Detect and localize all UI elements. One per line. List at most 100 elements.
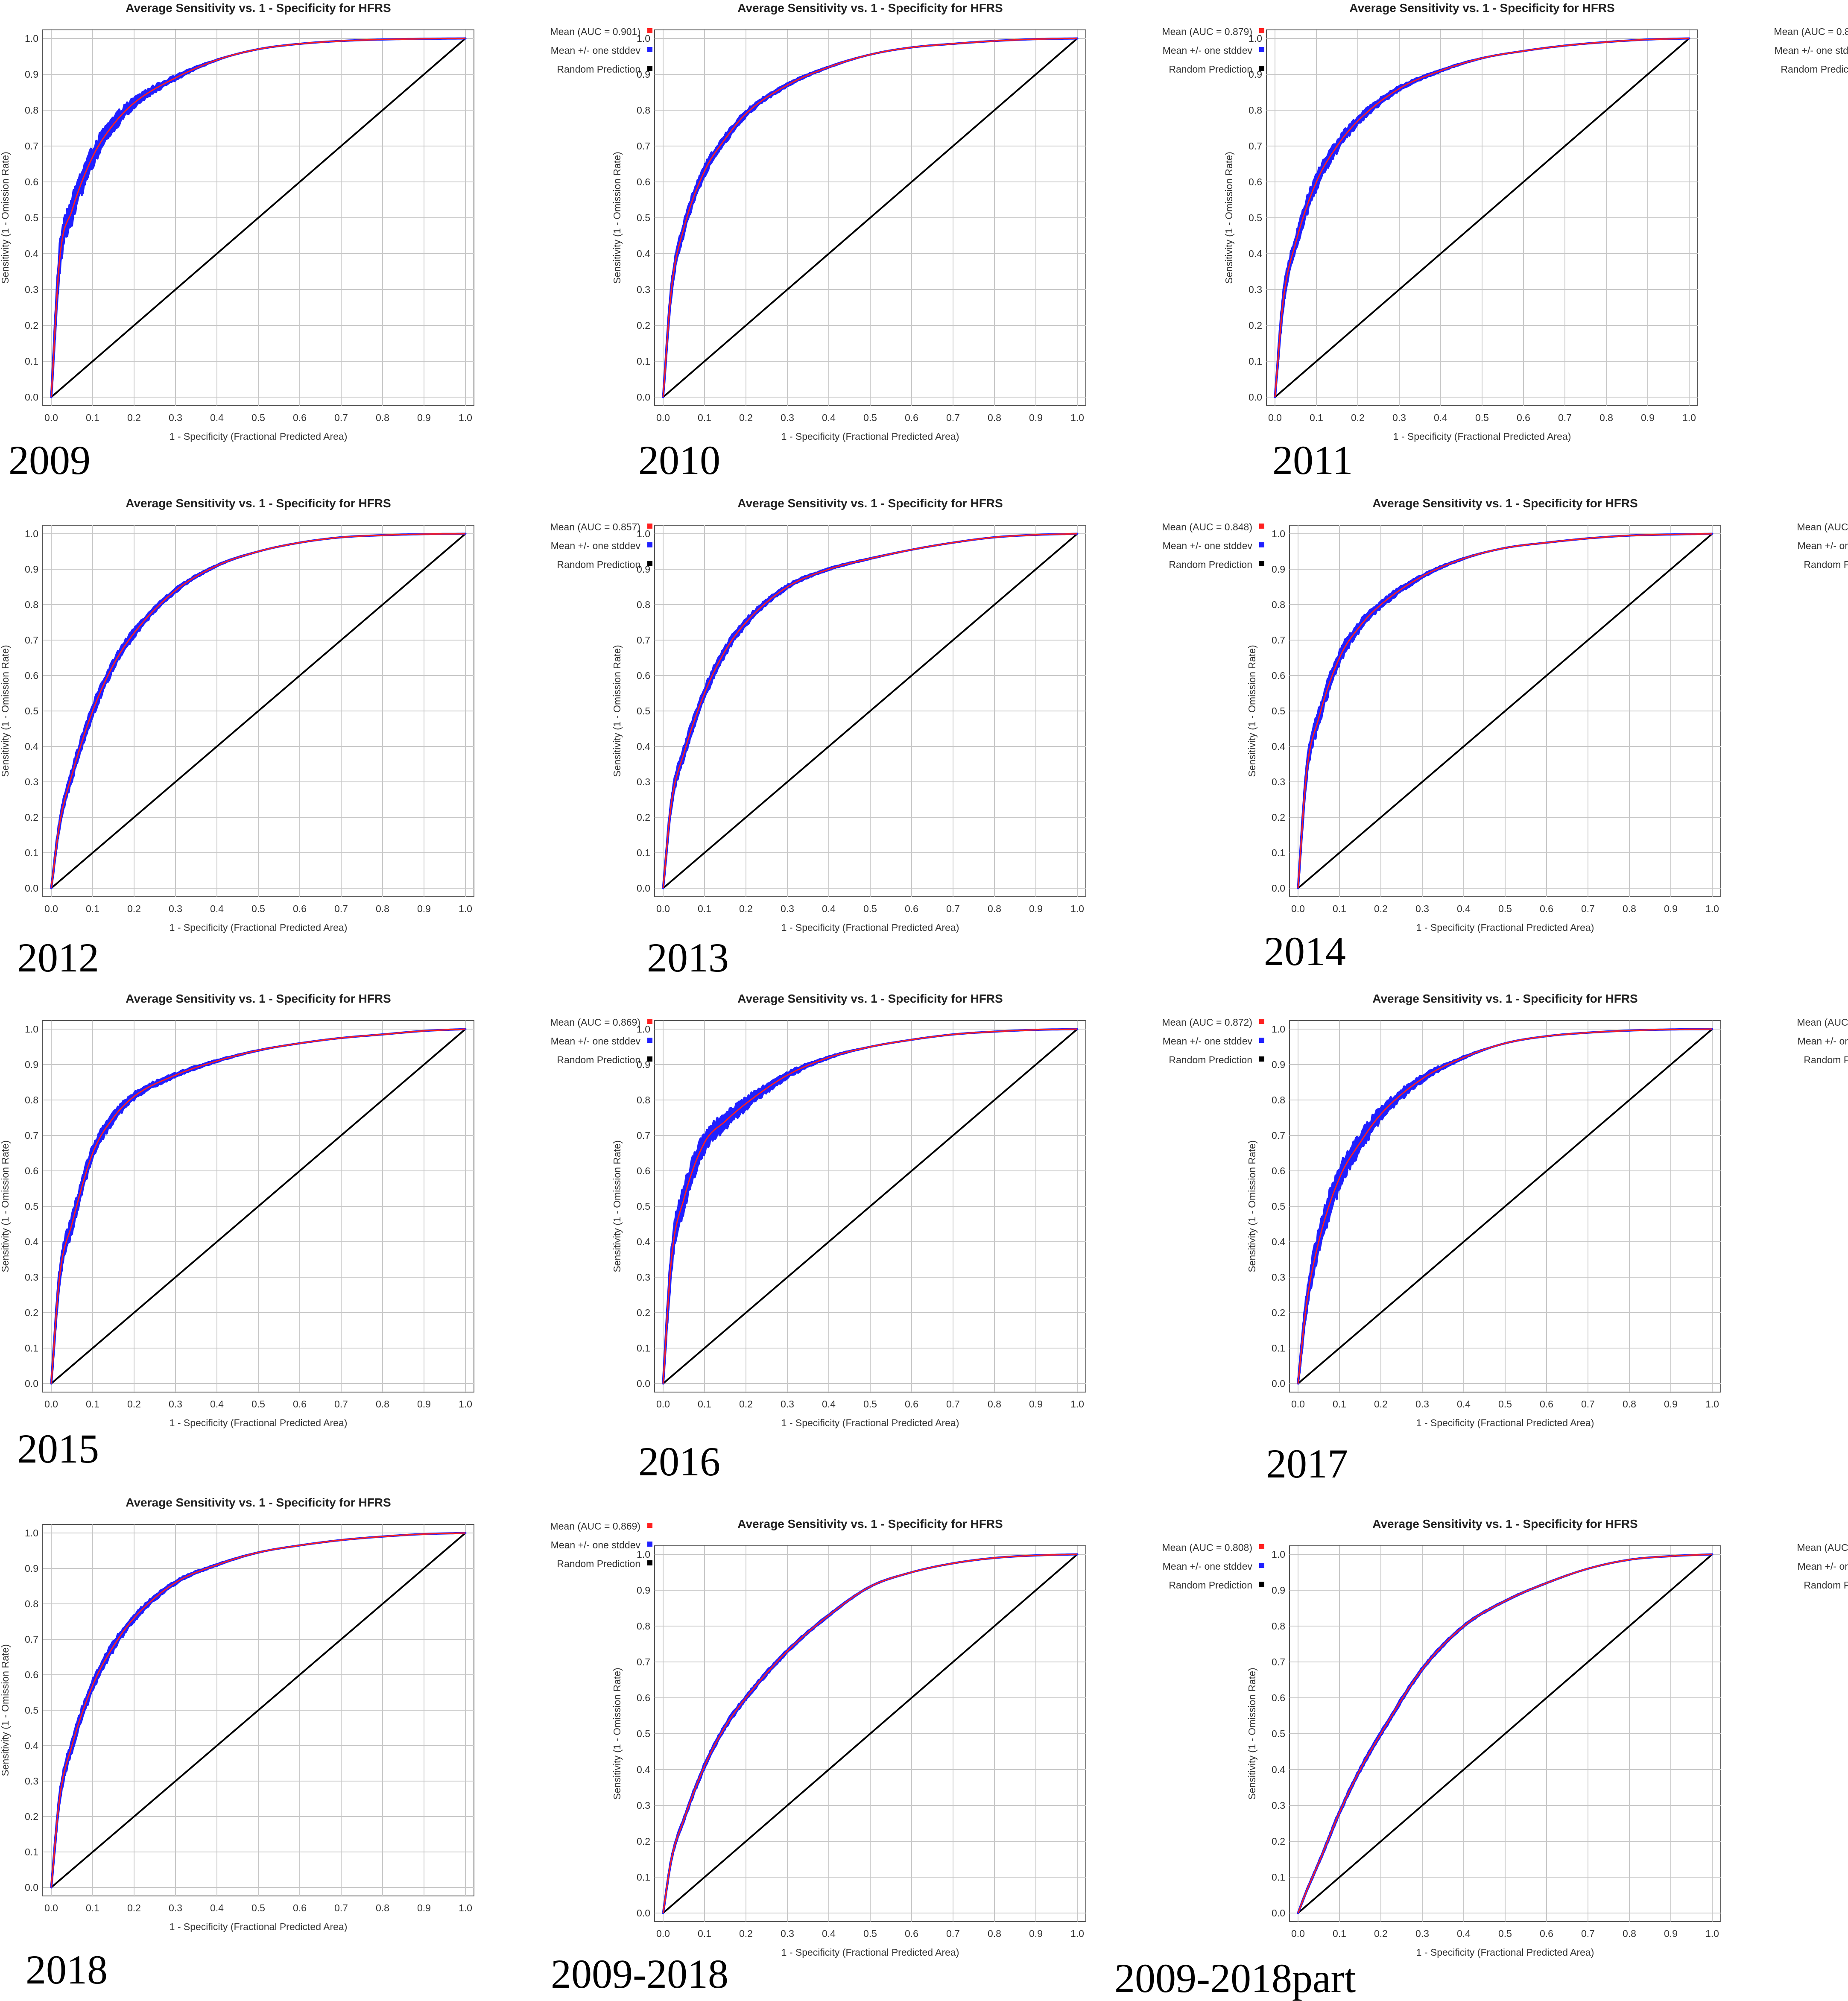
y-tick-label: 0.9	[25, 1563, 38, 1574]
random-prediction-line	[50, 1028, 466, 1384]
y-tick-label: 1.0	[637, 33, 650, 44]
y-tick-label: 0.2	[25, 320, 38, 331]
legend-mean-label: Mean (AUC = 0.759)	[1797, 1542, 1848, 1553]
chart-title: Average Sensitivity vs. 1 - Specificity …	[1372, 497, 1637, 510]
y-tick-label: 0.7	[1272, 1130, 1285, 1141]
x-tick-label: 0.2	[1374, 1398, 1388, 1410]
x-axis-label: 1 - Specificity (Fractional Predicted Ar…	[1416, 1417, 1594, 1428]
chart-title: Average Sensitivity vs. 1 - Specificity …	[737, 992, 1003, 1005]
x-tick-label: 0.4	[210, 1902, 224, 1913]
y-tick-label: 0.2	[637, 1307, 650, 1318]
y-tick-label: 0.2	[637, 1836, 650, 1847]
x-tick-label: 0.2	[1374, 1928, 1388, 1939]
x-tick-label: 0.6	[905, 903, 918, 914]
x-tick-label: 0.1	[698, 1928, 711, 1939]
x-tick-label: 0.7	[334, 1398, 348, 1410]
y-tick-label: 0.2	[637, 812, 650, 823]
mean-roc-line	[1274, 38, 1690, 398]
legend-stddev-label: Mean +/- one stddev	[551, 1539, 641, 1550]
y-tick-label: 0.8	[1272, 599, 1285, 610]
panel-year-label: 2011	[1272, 437, 1353, 483]
x-tick-label: 0.1	[86, 903, 99, 914]
x-tick-label: 0.8	[1623, 1398, 1636, 1410]
legend-random-swatch	[647, 561, 652, 566]
random-prediction-line	[662, 533, 1078, 889]
x-tick-label: 0.6	[1540, 903, 1553, 914]
x-axis-label: 1 - Specificity (Fractional Predicted Ar…	[1393, 431, 1571, 442]
y-tick-label: 0.5	[1249, 212, 1262, 223]
panel-year-label: 2009-2018part	[1114, 1955, 1356, 2001]
legend-stddev-swatch	[647, 1038, 652, 1043]
x-tick-label: 0.8	[1599, 412, 1613, 423]
legend-stddev-label: Mean +/- one stddev	[1798, 1036, 1848, 1047]
legend-mean-label: Mean (AUC = 0.869)	[550, 1521, 640, 1532]
x-tick-label: 0.0	[1291, 1928, 1305, 1939]
legend-random-label: Random Prediction	[557, 1558, 640, 1569]
y-tick-label: 0.6	[25, 670, 38, 681]
y-tick-label: 0.4	[1272, 1764, 1285, 1775]
y-tick-label: 0.0	[637, 392, 650, 403]
y-tick-label: 0.3	[637, 1800, 650, 1811]
y-tick-label: 0.4	[637, 1764, 650, 1775]
x-tick-label: 1.0	[459, 1398, 472, 1410]
x-tick-label: 0.9	[1029, 903, 1043, 914]
chart-title: Average Sensitivity vs. 1 - Specificity …	[1349, 1, 1614, 15]
y-tick-label: 0.9	[637, 69, 650, 80]
x-tick-label: 0.0	[44, 903, 58, 914]
y-tick-label: 0.8	[637, 1094, 650, 1106]
legend-stddev-label: Mean +/- one stddev	[551, 1036, 641, 1047]
x-tick-label: 0.9	[417, 412, 431, 423]
y-tick-label: 0.0	[1249, 392, 1262, 403]
x-tick-label: 0.2	[739, 1928, 753, 1939]
y-tick-label: 0.3	[1249, 284, 1262, 295]
y-tick-label: 0.5	[1272, 705, 1285, 717]
y-axis-label: Sensitivity (1 - Omission Rate)	[1246, 1140, 1257, 1272]
y-tick-label: 1.0	[25, 33, 38, 44]
x-tick-label: 0.7	[1581, 1928, 1595, 1939]
random-prediction-line	[50, 38, 466, 398]
y-tick-label: 0.3	[1272, 776, 1285, 787]
x-tick-label: 0.1	[1333, 1928, 1346, 1939]
y-tick-label: 0.1	[1272, 1343, 1285, 1354]
y-axis-label: Sensitivity (1 - Omission Rate)	[611, 1668, 623, 1799]
x-tick-label: 0.4	[822, 1928, 836, 1939]
y-tick-label: 0.9	[25, 564, 38, 575]
y-tick-label: 0.3	[25, 776, 38, 787]
x-tick-label: 0.5	[863, 412, 877, 423]
x-tick-label: 0.7	[946, 903, 960, 914]
x-tick-label: 0.0	[1291, 1398, 1305, 1410]
y-tick-label: 0.6	[637, 1165, 650, 1176]
y-tick-label: 0.9	[637, 564, 650, 575]
mean-roc-line	[662, 533, 1078, 889]
x-tick-label: 0.5	[251, 1902, 265, 1913]
x-tick-label: 0.9	[417, 1398, 431, 1410]
x-tick-label: 0.9	[417, 1902, 431, 1913]
y-tick-label: 0.7	[637, 1656, 650, 1668]
legend-random-swatch	[647, 1056, 652, 1062]
y-tick-label: 0.9	[637, 1059, 650, 1070]
x-tick-label: 0.5	[1498, 903, 1512, 914]
x-tick-label: 0.7	[946, 1398, 960, 1410]
chart-title: Average Sensitivity vs. 1 - Specificity …	[126, 497, 391, 510]
x-tick-label: 0.6	[1517, 412, 1530, 423]
legend-random-label: Random Prediction	[1169, 64, 1252, 75]
x-tick-label: 1.0	[1070, 412, 1084, 423]
x-tick-label: 0.4	[1457, 903, 1471, 914]
y-tick-label: 0.2	[1272, 1307, 1285, 1318]
x-tick-label: 0.6	[1540, 1928, 1553, 1939]
chart-title: Average Sensitivity vs. 1 - Specificity …	[126, 1496, 391, 1509]
x-tick-label: 0.1	[698, 903, 711, 914]
x-axis-label: 1 - Specificity (Fractional Predicted Ar…	[781, 431, 959, 442]
y-tick-label: 0.1	[25, 1343, 38, 1354]
y-tick-label: 0.4	[1249, 248, 1262, 259]
x-tick-label: 0.1	[86, 412, 99, 423]
x-tick-label: 1.0	[1682, 412, 1696, 423]
y-axis-label: Sensitivity (1 - Omission Rate)	[1246, 645, 1257, 777]
y-tick-label: 0.6	[25, 176, 38, 187]
legend-random-label: Random Prediction	[1169, 559, 1252, 570]
